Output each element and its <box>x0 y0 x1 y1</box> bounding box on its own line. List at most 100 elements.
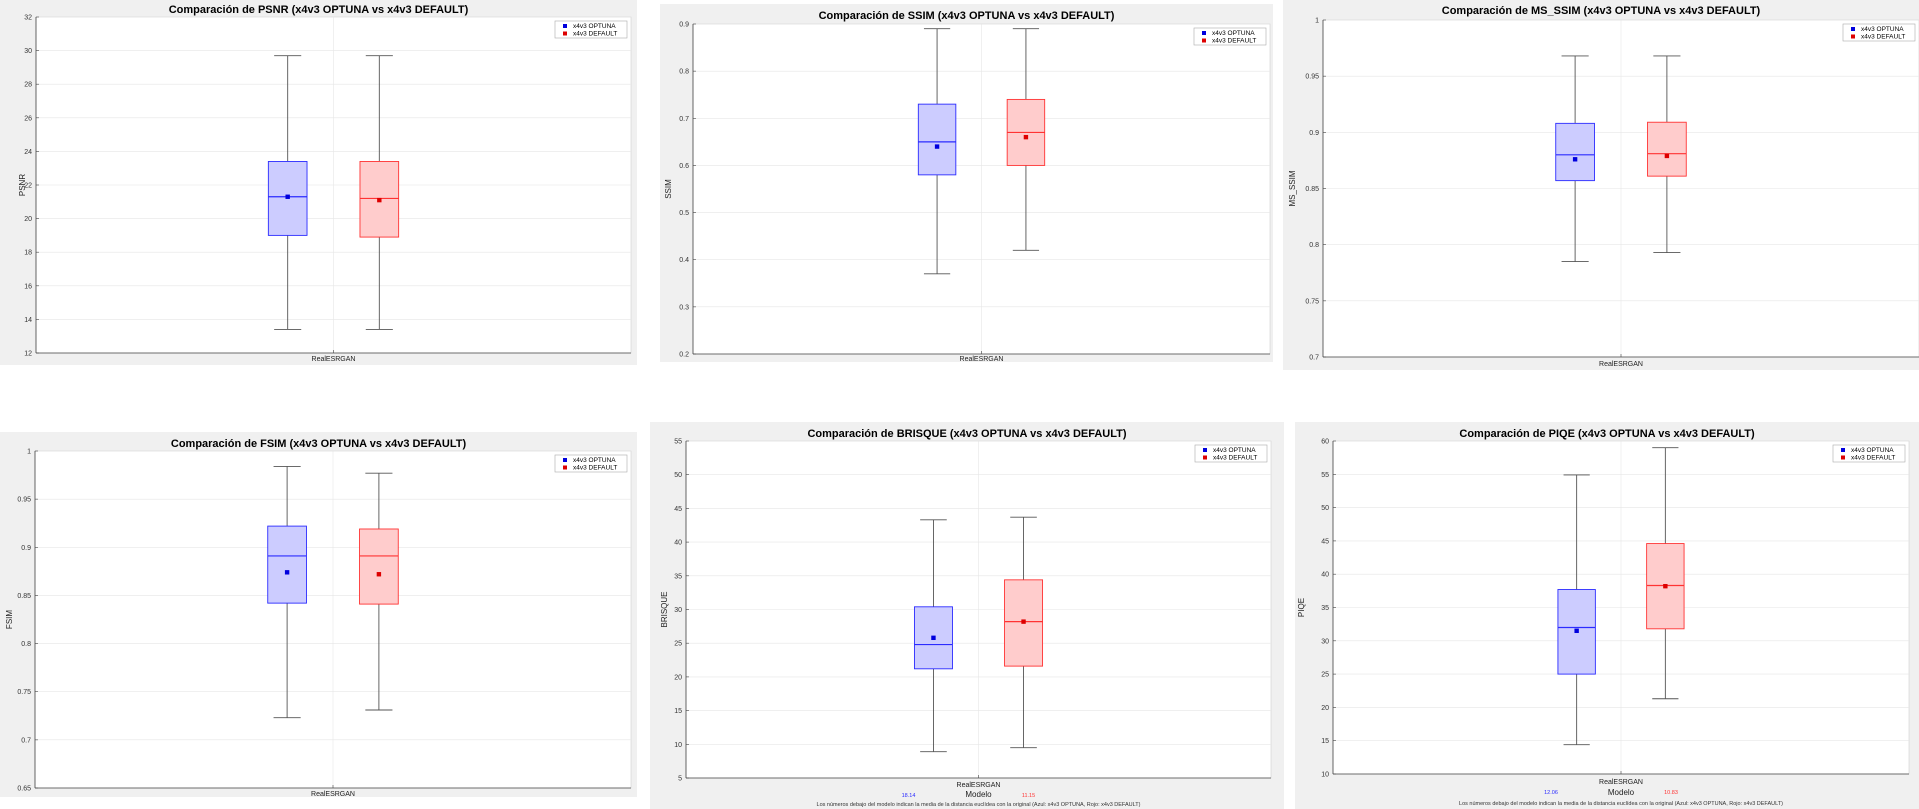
y-tick-label: 5 <box>678 776 682 783</box>
mean-marker <box>931 635 936 641</box>
mean-marker <box>1574 628 1579 634</box>
category-label: RealESRGAN <box>311 791 355 798</box>
y-axis-label: BRISQUE <box>660 591 669 627</box>
legend-marker <box>563 465 567 470</box>
y-tick-label: 14 <box>24 317 32 324</box>
legend-marker <box>1851 34 1855 39</box>
chart-title: Comparación de PIQE (x4v3 OPTUNA vs x4v3… <box>1459 428 1755 440</box>
category-label: RealESRGAN <box>312 356 356 363</box>
box-default <box>1646 447 1685 700</box>
box-default <box>1006 28 1046 251</box>
mean-marker <box>1021 619 1026 624</box>
legend-label: x4v3 OPTUNA <box>573 23 616 30</box>
mean-marker <box>1663 583 1668 589</box>
y-tick-label: 12 <box>24 351 32 358</box>
legend-box <box>1194 444 1268 463</box>
legend-marker <box>1841 455 1845 460</box>
y-tick-label: 0.7 <box>1309 355 1319 362</box>
mean-marker <box>934 144 940 149</box>
y-tick-label: 0.4 <box>679 257 689 264</box>
distance-optuna: 18.14 <box>902 793 916 799</box>
y-tick-label: 0.8 <box>21 641 31 648</box>
y-tick-label: 0.8 <box>679 69 689 76</box>
legend-label: x4v3 OPTUNA <box>573 457 616 464</box>
legend-marker <box>1841 448 1845 452</box>
legend-box <box>554 20 628 39</box>
box-default <box>359 472 399 711</box>
category-label: RealESRGAN <box>957 782 1001 789</box>
y-tick-label: 50 <box>674 472 682 479</box>
chart-svg: 5 10 15 20 25 30 35 40 45 50 55 Comparación de BRIS… <box>660 428 1272 808</box>
y-tick-label: 16 <box>24 283 32 290</box>
legend-box <box>1832 444 1906 463</box>
y-tick-label: 0.2 <box>679 352 689 359</box>
y-tick-label: 40 <box>1321 572 1329 579</box>
y-tick-label: 0.95 <box>1305 74 1319 81</box>
y-tick-label: 0.7 <box>21 737 31 744</box>
y-tick-label: 0.65 <box>17 786 31 793</box>
chart-title: Comparación de PSNR (x4v3 OPTUNA vs x4v3… <box>169 4 469 16</box>
distance-optuna: 12.06 <box>1544 790 1558 796</box>
box-iqr <box>1555 122 1595 182</box>
distance-default: 10.83 <box>1664 790 1678 796</box>
x-axis-label: Modelo <box>965 790 992 799</box>
legend-marker <box>1851 27 1855 31</box>
legend-label: x4v3 OPTUNA <box>1213 447 1256 454</box>
x-axis-label: Modelo <box>1608 788 1635 797</box>
legend-box <box>1193 27 1267 46</box>
legend-label: x4v3 OPTUNA <box>1212 30 1255 37</box>
box-default <box>1647 55 1687 253</box>
y-tick-label: 0.9 <box>1309 130 1319 137</box>
y-tick-label: 40 <box>674 540 682 547</box>
legend-label: x4v3 OPTUNA <box>1851 447 1894 454</box>
y-tick-label: 0.5 <box>679 210 689 217</box>
y-tick-label: 55 <box>674 439 682 446</box>
category-label: RealESRGAN <box>1599 779 1643 786</box>
y-tick-label: 26 <box>24 115 32 122</box>
box-iqr <box>1647 121 1687 177</box>
legend-marker <box>563 458 567 462</box>
y-tick-label: 30 <box>1321 638 1329 645</box>
y-tick-label: 20 <box>24 216 32 223</box>
box-optuna <box>917 28 957 275</box>
legend-marker <box>1203 448 1207 452</box>
y-tick-label: 0.85 <box>1305 186 1319 193</box>
legend-label: x4v3 DEFAULT <box>573 31 617 38</box>
box-iqr <box>267 525 307 604</box>
y-tick-label: 55 <box>1321 472 1329 479</box>
y-axis-label: PSNR <box>18 174 27 196</box>
legend-label: x4v3 DEFAULT <box>1213 455 1257 462</box>
chart-title: Comparación de MS_SSIM (x4v3 OPTUNA vs x… <box>1442 5 1761 17</box>
chart-svg: 0.65 0.7 0.75 0.8 0.85 0.9 0.95 1 Comparación de… <box>5 438 632 798</box>
category-label: RealESRGAN <box>960 356 1004 363</box>
y-tick-label: 60 <box>1321 439 1329 446</box>
legend-label: x4v3 OPTUNA <box>1861 26 1904 33</box>
y-axis-label: SSIM <box>664 179 673 199</box>
chart-svg: 0.7 0.75 0.8 0.85 0.9 0.95 1 Comparación de MS_… <box>1288 5 1919 368</box>
box-iqr <box>359 528 399 605</box>
y-tick-label: 0.9 <box>21 545 31 552</box>
y-axis-label: FSIM <box>5 610 14 629</box>
y-tick-label: 28 <box>24 82 32 89</box>
distance-default: 11.15 <box>1022 793 1035 799</box>
y-tick-label: 35 <box>1321 605 1329 612</box>
legend-marker <box>563 24 567 28</box>
mean-marker <box>1023 134 1029 140</box>
mean-marker <box>377 197 382 203</box>
legend-label: x4v3 DEFAULT <box>1212 38 1256 45</box>
chart-svg: 12 14 16 18 20 22 24 26 28 30 32 Comparación de PSN… <box>18 4 632 363</box>
legend-marker <box>563 31 567 36</box>
legend-label: x4v3 DEFAULT <box>1851 455 1895 462</box>
mean-marker <box>285 194 290 199</box>
box-iqr <box>917 103 957 176</box>
legend-marker <box>1202 31 1206 35</box>
y-tick-label: 0.7 <box>679 116 689 123</box>
y-tick-label: 25 <box>1321 672 1329 679</box>
y-tick-label: 45 <box>674 506 682 513</box>
y-tick-label: 0.75 <box>1305 298 1319 305</box>
y-tick-label: 18 <box>24 250 32 257</box>
box-default <box>359 55 400 330</box>
